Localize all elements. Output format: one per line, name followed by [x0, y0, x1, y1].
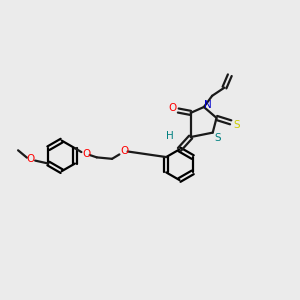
- Text: O: O: [82, 149, 91, 159]
- Text: N: N: [204, 100, 212, 110]
- Text: O: O: [26, 154, 34, 164]
- Text: O: O: [168, 103, 176, 112]
- Text: H: H: [166, 131, 174, 141]
- Text: S: S: [234, 120, 241, 130]
- Text: S: S: [215, 133, 221, 143]
- Text: O: O: [120, 146, 128, 157]
